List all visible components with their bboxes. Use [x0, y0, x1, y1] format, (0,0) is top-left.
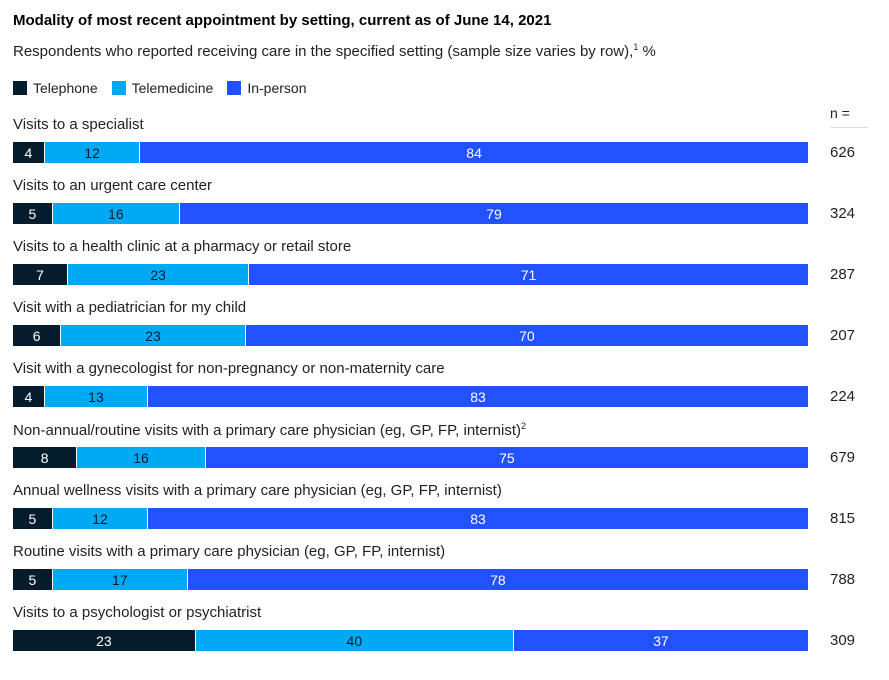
sample-size: 679	[830, 449, 856, 466]
subtitle-unit: %	[638, 43, 656, 60]
row-label-text: Visits to a health clinic at a pharmacy …	[13, 238, 352, 255]
legend-label: In-person	[247, 80, 307, 96]
n-header: n =	[830, 105, 868, 128]
legend-item-in-person: In-person	[227, 80, 307, 96]
legend-item-telemedicine: Telemedicine	[111, 80, 214, 96]
legend-item-telephone: Telephone	[13, 80, 98, 96]
bar-segment-telemedicine: 23	[68, 264, 250, 285]
bar-segment-in-person: 83	[148, 508, 808, 529]
bar-segment-telemedicine: 17	[52, 569, 188, 590]
bar-segment-in-person: 75	[205, 447, 808, 468]
bar-segment-telephone: 5	[13, 203, 53, 224]
legend-swatch	[111, 81, 126, 95]
bar-segment-telemedicine: 40	[195, 630, 514, 651]
stacked-bar: 8 16 75	[13, 447, 808, 468]
sample-size: 788	[830, 571, 856, 588]
row-label: Annual wellness visits with a primary ca…	[13, 482, 502, 499]
sample-size: 287	[830, 266, 856, 283]
legend-swatch	[13, 81, 27, 95]
bar-segment-telemedicine: 12	[44, 142, 141, 163]
chart-subtitle: Respondents who reported receiving care …	[13, 42, 656, 60]
sample-size: 626	[830, 144, 856, 161]
row-label: Non-annual/routine visits with a primary…	[13, 421, 526, 439]
row-label-text: Visits to an urgent care center	[13, 177, 212, 194]
bar-segment-telephone: 23	[13, 630, 196, 651]
stacked-bar: 4 13 83	[13, 386, 808, 407]
row-label-text: Visits to a specialist	[13, 116, 144, 133]
row-label-text: Annual wellness visits with a primary ca…	[13, 482, 502, 499]
row-label: Visits to an urgent care center	[13, 177, 212, 194]
bar-segment-in-person: 70	[245, 325, 808, 346]
sample-size: 815	[830, 510, 856, 527]
row-label: Visit with a gynecologist for non-pregna…	[13, 360, 445, 377]
bar-segment-in-person: 84	[140, 142, 808, 163]
bar-segment-telemedicine: 13	[44, 386, 149, 407]
row-label: Visits to a health clinic at a pharmacy …	[13, 238, 351, 255]
subtitle-text: Respondents who reported receiving care …	[13, 43, 634, 60]
bar-segment-telephone: 4	[13, 142, 45, 163]
legend: Telephone Telemedicine In-person	[13, 80, 307, 96]
sample-size: 309	[830, 632, 856, 649]
bar-segment-in-person: 71	[249, 264, 808, 285]
legend-label: Telephone	[33, 80, 98, 96]
stacked-bar: 5 17 78	[13, 569, 808, 590]
chart-title: Modality of most recent appointment by s…	[13, 12, 552, 29]
bar-segment-telephone: 5	[13, 569, 53, 590]
bar-segment-telemedicine: 16	[52, 203, 180, 224]
row-label-text: Non-annual/routine visits with a primary…	[13, 422, 522, 439]
row-label: Routine visits with a primary care physi…	[13, 543, 445, 560]
sample-size: 207	[830, 327, 856, 344]
bar-segment-telephone: 6	[13, 325, 62, 346]
stacked-bar: 5 16 79	[13, 203, 808, 224]
bar-segment-telephone: 4	[13, 386, 45, 407]
bar-segment-in-person: 79	[179, 203, 808, 224]
bar-segment-in-person: 37	[513, 630, 808, 651]
row-label-text: Visits to a psychologist or psychiatrist	[13, 604, 262, 621]
bar-segment-telemedicine: 23	[61, 325, 246, 346]
stacked-bar: 6 23 70	[13, 325, 808, 346]
row-label-text: Routine visits with a primary care physi…	[13, 543, 446, 560]
row-label-text: Visit with a pediatrician for my child	[13, 299, 247, 316]
row-label: Visits to a psychologist or psychiatrist	[13, 604, 261, 621]
legend-swatch	[227, 81, 242, 95]
bar-segment-telemedicine: 16	[77, 447, 206, 468]
sample-size: 224	[830, 388, 856, 405]
row-label: Visit with a pediatrician for my child	[13, 299, 246, 316]
legend-label: Telemedicine	[131, 80, 214, 96]
bar-segment-telephone: 5	[13, 508, 53, 529]
row-label: Visits to a specialist	[13, 116, 144, 133]
bar-segment-telephone: 8	[13, 447, 78, 468]
footnote-marker: 2	[521, 421, 527, 431]
stacked-bar: 23 40 37	[13, 630, 808, 651]
bar-segment-in-person: 83	[148, 386, 808, 407]
bar-segment-in-person: 78	[187, 569, 808, 590]
stacked-bar: 7 23 71	[13, 264, 808, 285]
bar-segment-telemedicine: 12	[52, 508, 149, 529]
sample-size: 324	[830, 205, 856, 222]
bar-segment-telephone: 7	[13, 264, 69, 285]
stacked-bar: 5 12 83	[13, 508, 808, 529]
stacked-bar: 4 12 84	[13, 142, 808, 163]
row-label-text: Visit with a gynecologist for non-pregna…	[13, 360, 445, 377]
footnote-marker: 1	[633, 42, 639, 52]
